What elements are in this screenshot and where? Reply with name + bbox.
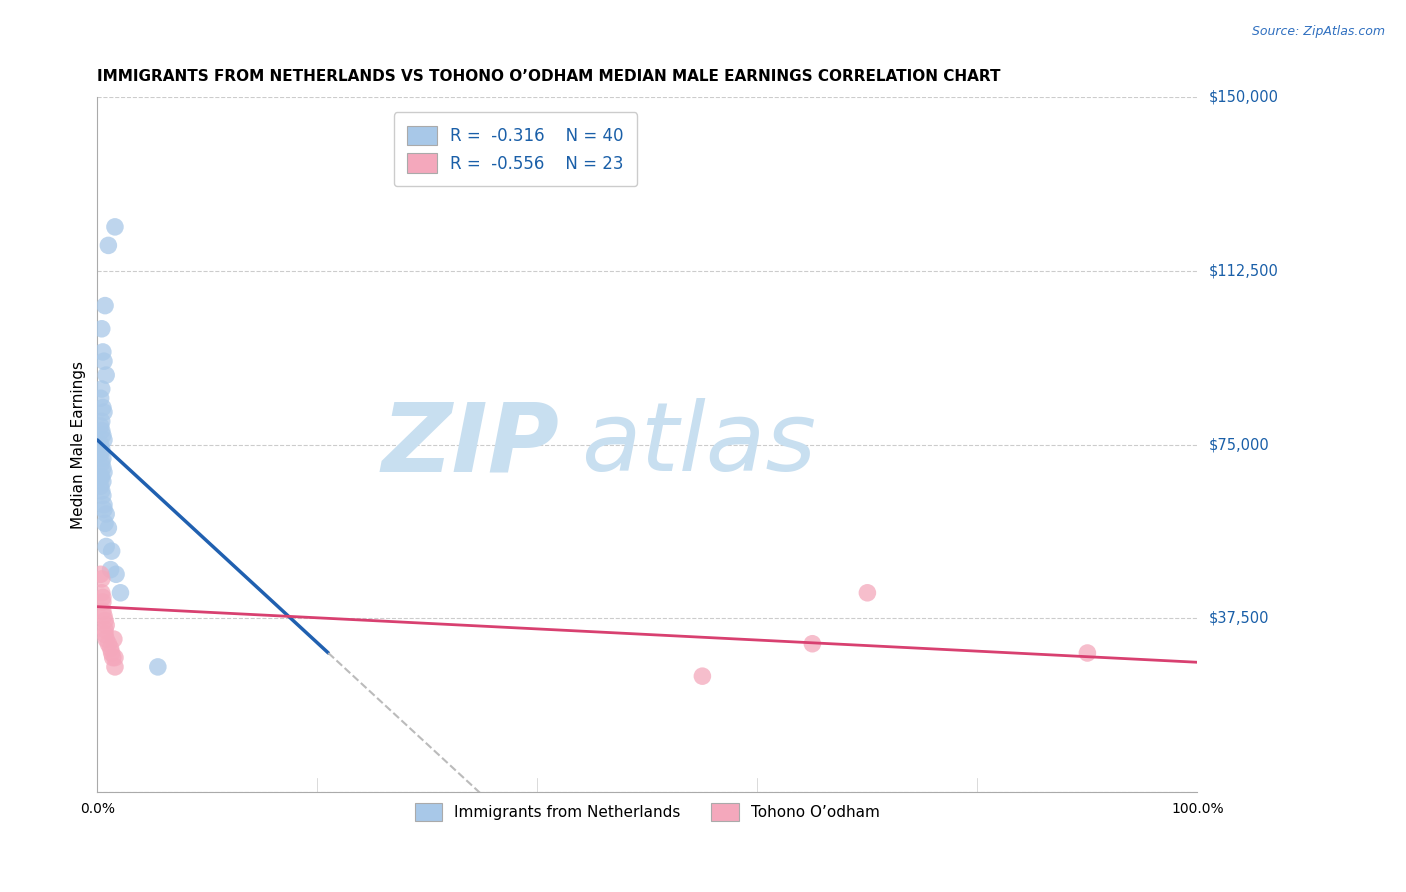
Y-axis label: Median Male Earnings: Median Male Earnings (72, 360, 86, 529)
Point (105, 567, 128, 582)
Point (91, 604, 114, 618)
Point (90, 456, 112, 470)
Point (90, 447, 112, 461)
Point (90, 479, 112, 493)
Point (104, 650, 127, 665)
Text: ZIP: ZIP (381, 398, 560, 491)
Point (93, 466, 115, 480)
Point (90, 391, 112, 405)
Point (91, 595, 114, 609)
Point (93, 405, 115, 419)
Legend: Immigrants from Netherlands, Tohono O’odham: Immigrants from Netherlands, Tohono O’od… (402, 791, 893, 833)
Point (94, 623, 117, 637)
Point (100, 544, 122, 558)
Point (94, 618, 117, 632)
Point (103, 632, 125, 646)
Point (100, 563, 122, 577)
Point (90, 567, 112, 582)
Point (91, 451, 114, 466)
Point (90, 322, 112, 336)
Point (90, 424, 112, 438)
Point (94, 540, 117, 554)
Text: $112,500: $112,500 (1209, 263, 1278, 278)
Point (93, 609, 115, 624)
Point (91, 345, 114, 359)
Point (100, 641, 122, 656)
Point (94, 516, 117, 531)
Point (93, 502, 115, 516)
Point (97, 521, 120, 535)
Point (104, 660, 127, 674)
Point (1076, 646, 1098, 660)
Text: atlas: atlas (581, 398, 817, 491)
Point (90, 572, 112, 586)
Point (94, 627, 117, 641)
Point (94, 507, 117, 521)
Point (91, 475, 114, 489)
Point (94, 368, 117, 383)
Text: IMMIGRANTS FROM NETHERLANDS VS TOHONO O’ODHAM MEDIAN MALE EARNINGS CORRELATION C: IMMIGRANTS FROM NETHERLANDS VS TOHONO O’… (97, 69, 1001, 84)
Point (104, 219, 127, 234)
Point (856, 586, 879, 600)
Point (100, 646, 122, 660)
Point (94, 614, 117, 628)
Point (94, 632, 117, 646)
Point (97, 637, 120, 651)
Text: $37,500: $37,500 (1209, 611, 1270, 626)
Point (101, 650, 124, 665)
Point (90, 470, 112, 484)
Point (90, 414, 112, 428)
Point (91, 460, 114, 475)
Point (801, 637, 824, 651)
Text: Source: ZipAtlas.com: Source: ZipAtlas.com (1251, 25, 1385, 38)
Point (91, 489, 114, 503)
Point (93, 498, 115, 512)
Point (90, 586, 112, 600)
Point (146, 660, 169, 674)
Text: $75,000: $75,000 (1209, 437, 1270, 452)
Point (91, 428, 114, 442)
Point (93, 433, 115, 447)
Point (90, 437, 112, 451)
Point (110, 586, 132, 600)
Point (91, 591, 114, 605)
Point (90, 382, 112, 396)
Point (692, 669, 714, 683)
Point (90, 419, 112, 434)
Point (93, 354, 115, 368)
Point (90, 442, 112, 457)
Point (97, 238, 120, 252)
Point (94, 299, 117, 313)
Point (90, 483, 112, 498)
Point (91, 401, 114, 415)
Point (90, 470, 112, 484)
Text: $150,000: $150,000 (1209, 90, 1278, 104)
